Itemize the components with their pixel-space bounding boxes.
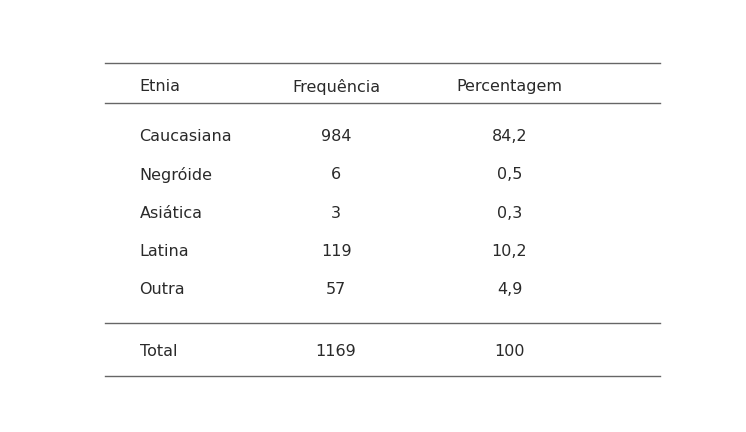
Text: 0,5: 0,5 <box>497 168 522 182</box>
Text: 1169: 1169 <box>316 344 357 359</box>
Text: 10,2: 10,2 <box>492 244 527 259</box>
Text: 3: 3 <box>331 206 341 221</box>
Text: Total: Total <box>140 344 177 359</box>
Text: Etnia: Etnia <box>140 79 181 94</box>
Text: 984: 984 <box>321 129 351 144</box>
Text: 4,9: 4,9 <box>497 282 522 297</box>
Text: 100: 100 <box>495 344 524 359</box>
Text: 6: 6 <box>331 168 341 182</box>
Text: 0,3: 0,3 <box>497 206 522 221</box>
Text: 119: 119 <box>321 244 351 259</box>
Text: Frequência: Frequência <box>292 79 380 95</box>
Text: Caucasiana: Caucasiana <box>140 129 232 144</box>
Text: 84,2: 84,2 <box>492 129 527 144</box>
Text: 57: 57 <box>326 282 346 297</box>
Text: Outra: Outra <box>140 282 185 297</box>
Text: Negróide: Negróide <box>140 167 213 183</box>
Text: Latina: Latina <box>140 244 189 259</box>
Text: Asiática: Asiática <box>140 206 202 221</box>
Text: Percentagem: Percentagem <box>457 79 562 94</box>
